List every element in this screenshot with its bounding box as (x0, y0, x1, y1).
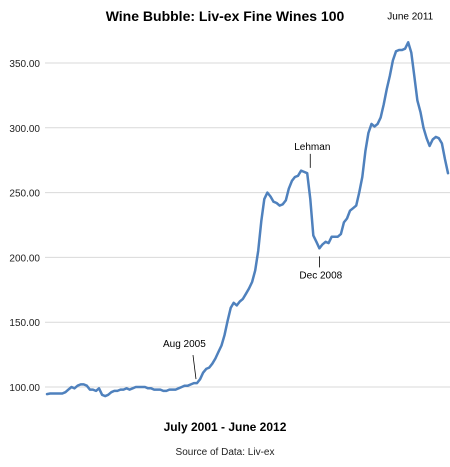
series-line (45, 41, 450, 398)
y-tick-label: 300.00 (9, 124, 40, 135)
annotation-label: Aug 2005 (163, 339, 206, 350)
annotation-label: Dec 2008 (299, 270, 342, 281)
chart-title: Wine Bubble: Liv-ex Fine Wines 100 (105, 8, 345, 24)
annotation-label: June 2011 (387, 11, 433, 22)
y-tick-label: 150.00 (9, 318, 40, 329)
annotations: Aug 2005 Lehman Dec 2008 June 2011 (163, 11, 434, 380)
series-line-layer (45, 41, 450, 398)
y-axis: 100.00 150.00 200.00 250.00 300.00 350.00 (9, 59, 40, 394)
x-axis-label: July 2001 - June 2012 (163, 420, 287, 434)
source-note: Source of Data: Liv-ex (175, 447, 275, 458)
y-tick-label: 100.00 (9, 383, 40, 394)
y-tick-label: 350.00 (9, 59, 40, 70)
y-tick-label: 200.00 (9, 253, 40, 264)
y-tick-label: 250.00 (9, 189, 40, 200)
gridlines (45, 62, 450, 388)
annotation-label: Lehman (294, 142, 330, 153)
annotation-leader (192, 355, 197, 380)
